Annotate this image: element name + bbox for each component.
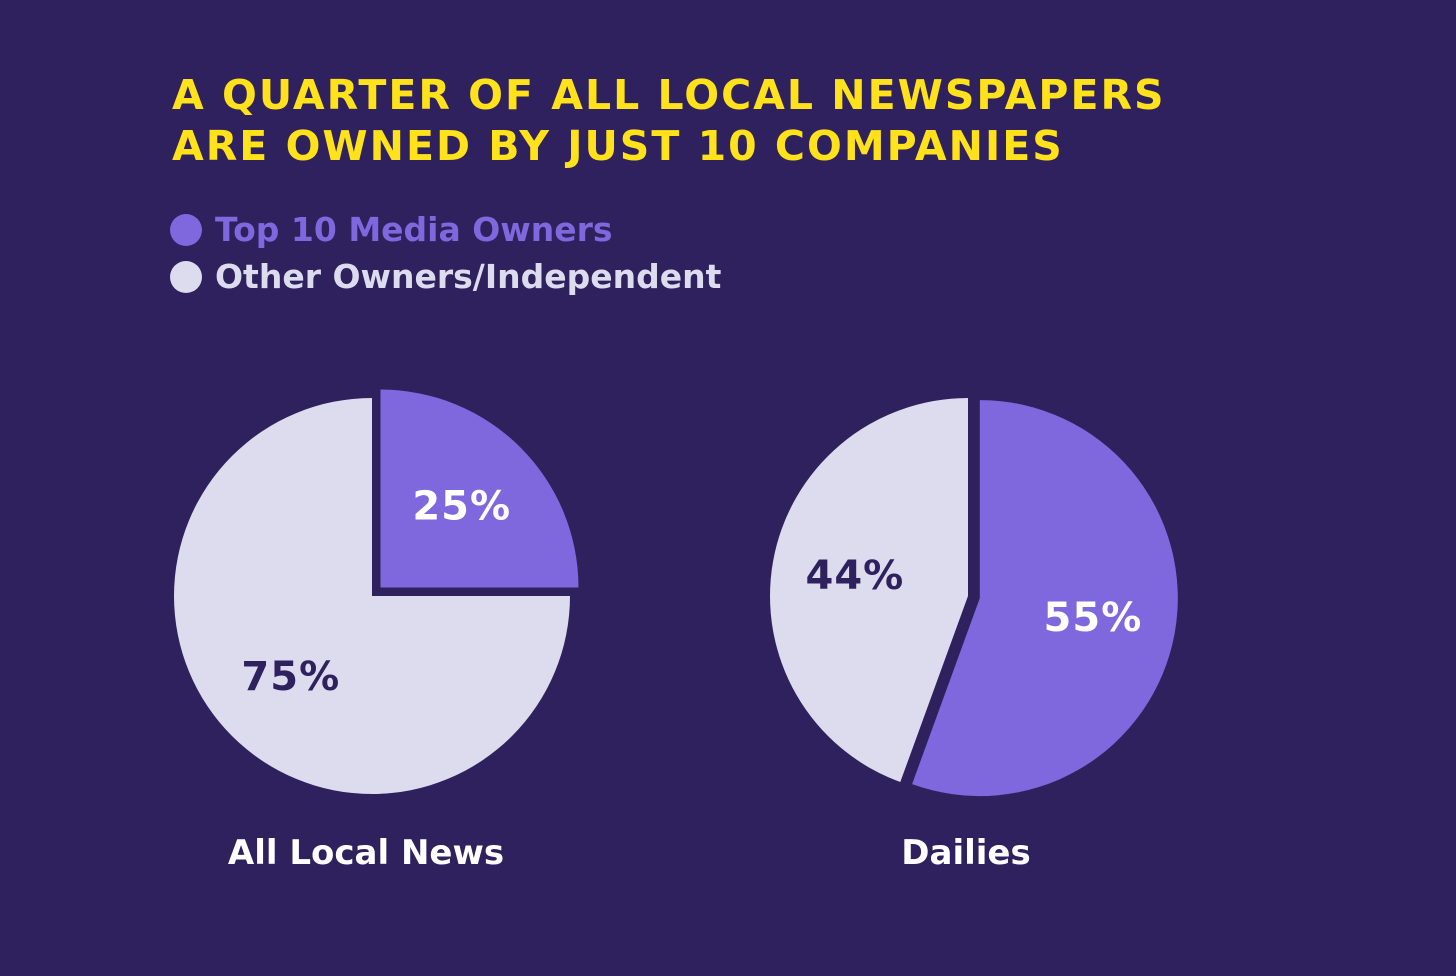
legend-item-top10: Top 10 Media Owners [170,206,721,253]
legend-swatch-other [170,260,202,293]
pie-chart-1: 25% 75% All Local News [174,389,579,873]
legend: Top 10 Media Owners Other Owners/Indepen… [170,206,721,300]
slice-label-top10: 55% [1044,595,1143,641]
legend-label-other: Other Owners/Independent [215,257,722,296]
slice-label-other: 44% [806,553,905,599]
slice-label-top10: 25% [412,483,511,529]
pie-slice-top10 [912,400,1178,797]
title-line-2: are owned by just 10 companies [172,122,1064,170]
pie-chart-title: Dailies [901,833,1030,873]
slice-label-other: 75% [241,654,340,700]
pie-slice-top10 [380,389,579,588]
legend-label-top10: Top 10 Media Owners [215,210,613,249]
chart-title: A quarter of all local newspapers are ow… [172,70,1166,172]
legend-swatch-top10 [170,213,202,246]
title-line-1: A quarter of all local newspapers [172,71,1166,119]
legend-item-other: Other Owners/Independent [170,253,721,300]
pie-slice-other [770,398,968,783]
pie-chart-title: All Local News [228,833,504,873]
pie-chart-2: 55% 44% Dailies [770,398,1178,873]
pie-slice-other [174,398,570,794]
